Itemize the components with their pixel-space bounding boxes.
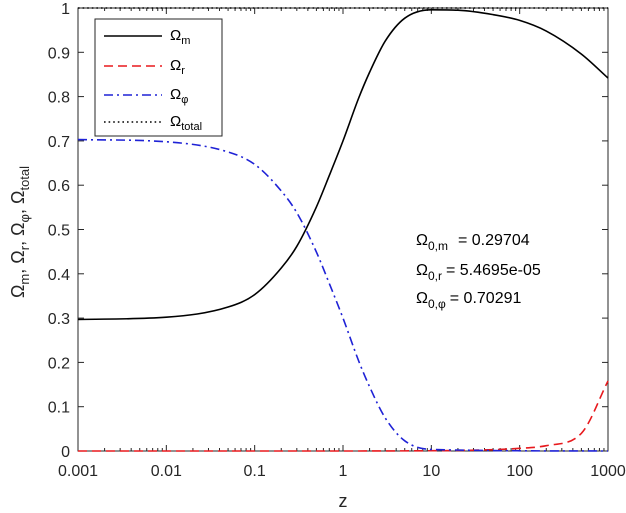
annotation-omega-0r: Ω0,r = 5.4695e-05 xyxy=(416,262,541,283)
y-tick-label: 0.9 xyxy=(48,45,70,62)
y-tick-label: 0.4 xyxy=(48,267,70,284)
ticks-layer: 0.001 0.01 0.1 1 10 100 1000 0 0.1 0.2 0.3 0.4 0.5 0.… xyxy=(48,1,626,480)
x-axis-label: z xyxy=(339,491,348,511)
y-tick-label: 0.3 xyxy=(48,311,70,328)
y-tick-label: 0.1 xyxy=(48,400,70,417)
annotation-omega-0phi-value: = 0.70291 xyxy=(450,290,522,307)
legend: Ωm Ωr Ωφ Ωtotal xyxy=(94,18,223,137)
x-tick-label: 1000 xyxy=(590,463,626,480)
y-axis-label: Ωm, Ωr, Ωφ, Ωtotal xyxy=(8,166,32,298)
x-tick-label: 10 xyxy=(422,463,440,480)
y-tick-label: 0.8 xyxy=(48,90,70,107)
x-tick-label: 0.001 xyxy=(58,463,98,480)
annotation-omega-0r-value: = 5.4695e-05 xyxy=(446,262,541,279)
x-tick-label: 0.1 xyxy=(244,463,266,480)
x-tick-label: 100 xyxy=(506,463,533,480)
x-tick-label: 0.01 xyxy=(151,463,182,480)
y-tick-label: 0.6 xyxy=(48,178,70,195)
series-layer xyxy=(77,7,609,452)
y-tick-label: 0.5 xyxy=(48,223,70,240)
legend-box xyxy=(94,18,223,137)
series-omega-phi xyxy=(77,138,609,452)
y-tick-label: 1 xyxy=(61,1,70,18)
x-tick-label: 1 xyxy=(339,463,348,480)
y-tick-label: 0.7 xyxy=(48,134,70,151)
y-tick-label: 0 xyxy=(61,444,70,461)
annotation-omega-0m-value: = 0.29704 xyxy=(458,232,530,249)
y-tick-label: 0.2 xyxy=(48,355,70,372)
series-omega-m xyxy=(77,8,609,321)
